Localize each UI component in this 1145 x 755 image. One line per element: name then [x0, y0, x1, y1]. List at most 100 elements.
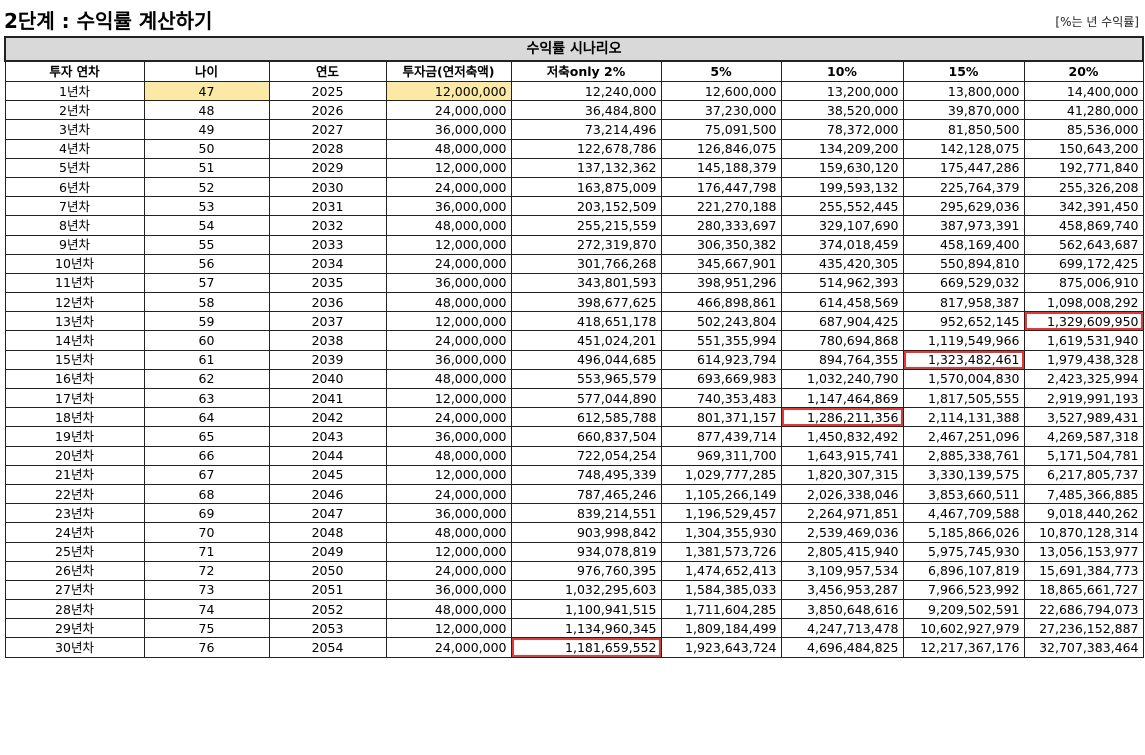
table-cell[interactable]: 12,000,000 [385, 387, 512, 409]
table-cell[interactable]: 23년차 [4, 503, 145, 524]
table-cell[interactable]: 2046 [268, 483, 387, 505]
table-cell[interactable]: 24,000,000 [385, 176, 512, 198]
table-cell[interactable]: 58 [143, 292, 270, 313]
table-cell[interactable]: 418,651,178 [510, 311, 662, 332]
table-cell[interactable]: 30년차 [4, 637, 145, 658]
table-cell[interactable]: 13,056,153,977 [1023, 541, 1144, 562]
table-cell[interactable]: 877,439,714 [660, 426, 782, 447]
table-cell[interactable]: 502,243,804 [660, 311, 782, 332]
table-cell[interactable]: 3,330,139,575 [902, 464, 1025, 485]
table-cell[interactable]: 3,527,989,431 [1023, 407, 1144, 428]
table-cell[interactable]: 1,923,643,724 [660, 637, 782, 658]
table-cell[interactable]: 36,000,000 [385, 272, 512, 294]
table-cell[interactable]: 345,667,901 [660, 253, 782, 274]
table-cell[interactable]: 875,006,910 [1023, 272, 1144, 294]
table-cell[interactable]: 2053 [268, 618, 387, 639]
table-cell[interactable]: 47 [143, 80, 270, 102]
table-cell[interactable]: 27,236,152,887 [1023, 618, 1144, 639]
table-cell[interactable]: 1,820,307,315 [780, 464, 904, 485]
table-cell[interactable]: 2040 [268, 368, 387, 390]
table-cell[interactable]: 13년차 [4, 311, 145, 332]
table-cell[interactable]: 2041 [268, 387, 387, 409]
table-cell[interactable]: 20년차 [4, 445, 145, 466]
table-cell[interactable]: 272,319,870 [510, 234, 662, 255]
table-cell[interactable]: 150,643,200 [1023, 138, 1144, 159]
table-cell[interactable]: 2025 [268, 80, 387, 102]
table-cell[interactable]: 451,024,201 [510, 330, 662, 351]
table-cell[interactable]: 57 [143, 272, 270, 294]
table-cell[interactable]: 4,696,484,825 [780, 637, 904, 658]
table-cell[interactable]: 137,132,362 [510, 157, 662, 178]
table-cell[interactable]: 2,539,469,036 [780, 522, 904, 543]
table-cell[interactable]: 2,467,251,096 [902, 426, 1025, 447]
table-cell[interactable]: 255,552,445 [780, 196, 904, 217]
table-cell[interactable]: 22,686,794,073 [1023, 599, 1144, 620]
table-cell[interactable]: 54 [143, 215, 270, 236]
table-cell[interactable]: 2050 [268, 560, 387, 581]
table-cell[interactable]: 73,214,496 [510, 119, 662, 140]
table-cell[interactable]: 203,152,509 [510, 196, 662, 217]
table-cell[interactable]: 64 [143, 407, 270, 428]
table-cell[interactable]: 514,962,393 [780, 272, 904, 294]
table-cell[interactable]: 2033 [268, 234, 387, 255]
table-cell[interactable]: 687,904,425 [780, 311, 904, 332]
table-cell[interactable]: 1,643,915,741 [780, 445, 904, 466]
table-cell[interactable]: 36,000,000 [385, 579, 512, 601]
table-cell[interactable]: 192,771,840 [1023, 157, 1144, 178]
table-cell[interactable]: 952,652,145 [902, 311, 1025, 332]
table-cell[interactable]: 13,200,000 [780, 80, 904, 102]
table-cell[interactable]: 934,078,819 [510, 541, 662, 562]
table-cell[interactable]: 1,119,549,966 [902, 330, 1025, 351]
table-cell[interactable]: 2039 [268, 349, 387, 370]
table-cell[interactable]: 2,026,338,046 [780, 483, 904, 505]
table-cell[interactable]: 9,209,502,591 [902, 599, 1025, 620]
table-cell[interactable]: 3년차 [4, 119, 145, 140]
table-cell[interactable]: 2026 [268, 100, 387, 121]
table-cell[interactable]: 1,105,266,149 [660, 483, 782, 505]
table-cell[interactable]: 48,000,000 [385, 292, 512, 313]
table-cell[interactable]: 199,593,132 [780, 176, 904, 198]
table-cell[interactable]: 1,381,573,726 [660, 541, 782, 562]
table-cell[interactable]: 374,018,459 [780, 234, 904, 255]
table-cell[interactable]: 72 [143, 560, 270, 581]
table-cell[interactable]: 1,570,004,830 [902, 368, 1025, 390]
table-cell[interactable]: 24,000,000 [385, 483, 512, 505]
table-cell[interactable]: 435,420,305 [780, 253, 904, 274]
table-cell[interactable]: 9,018,440,262 [1023, 503, 1144, 524]
table-cell[interactable]: 6년차 [4, 176, 145, 198]
table-cell[interactable]: 2032 [268, 215, 387, 236]
table-cell[interactable]: 12,000,000 [385, 157, 512, 178]
table-cell[interactable]: 24,000,000 [385, 100, 512, 121]
table-cell[interactable]: 4,269,587,318 [1023, 426, 1144, 447]
table-cell[interactable]: 48,000,000 [385, 445, 512, 466]
table-cell[interactable]: 342,391,450 [1023, 196, 1144, 217]
table-cell[interactable]: 5,975,745,930 [902, 541, 1025, 562]
table-cell[interactable]: 2036 [268, 292, 387, 313]
table-cell[interactable]: 2,919,991,193 [1023, 387, 1144, 409]
table-cell[interactable]: 1,032,240,790 [780, 368, 904, 390]
table-cell[interactable]: 37,230,000 [660, 100, 782, 121]
table-cell[interactable]: 48,000,000 [385, 522, 512, 543]
table-cell[interactable]: 1,029,777,285 [660, 464, 782, 485]
table-cell[interactable]: 28년차 [4, 599, 145, 620]
table-cell[interactable]: 2027 [268, 119, 387, 140]
table-cell[interactable]: 9년차 [4, 234, 145, 255]
table-cell[interactable]: 15년차 [4, 349, 145, 370]
table-cell[interactable]: 12년차 [4, 292, 145, 313]
table-cell[interactable]: 280,333,697 [660, 215, 782, 236]
table-cell[interactable]: 699,172,425 [1023, 253, 1144, 274]
table-cell[interactable]: 36,484,800 [510, 100, 662, 121]
table-cell[interactable]: 78,372,000 [780, 119, 904, 140]
table-cell[interactable]: 24,000,000 [385, 637, 512, 658]
table-cell[interactable]: 614,923,794 [660, 349, 782, 370]
table-cell[interactable]: 1,181,659,552 [510, 637, 662, 658]
table-cell[interactable]: 19년차 [4, 426, 145, 447]
table-cell[interactable]: 387,973,391 [902, 215, 1025, 236]
table-cell[interactable]: 24,000,000 [385, 407, 512, 428]
table-cell[interactable]: 2042 [268, 407, 387, 428]
table-cell[interactable]: 551,355,994 [660, 330, 782, 351]
table-cell[interactable]: 2030 [268, 176, 387, 198]
table-cell[interactable]: 24,000,000 [385, 560, 512, 581]
table-cell[interactable]: 5년차 [4, 157, 145, 178]
table-cell[interactable]: 301,766,268 [510, 253, 662, 274]
